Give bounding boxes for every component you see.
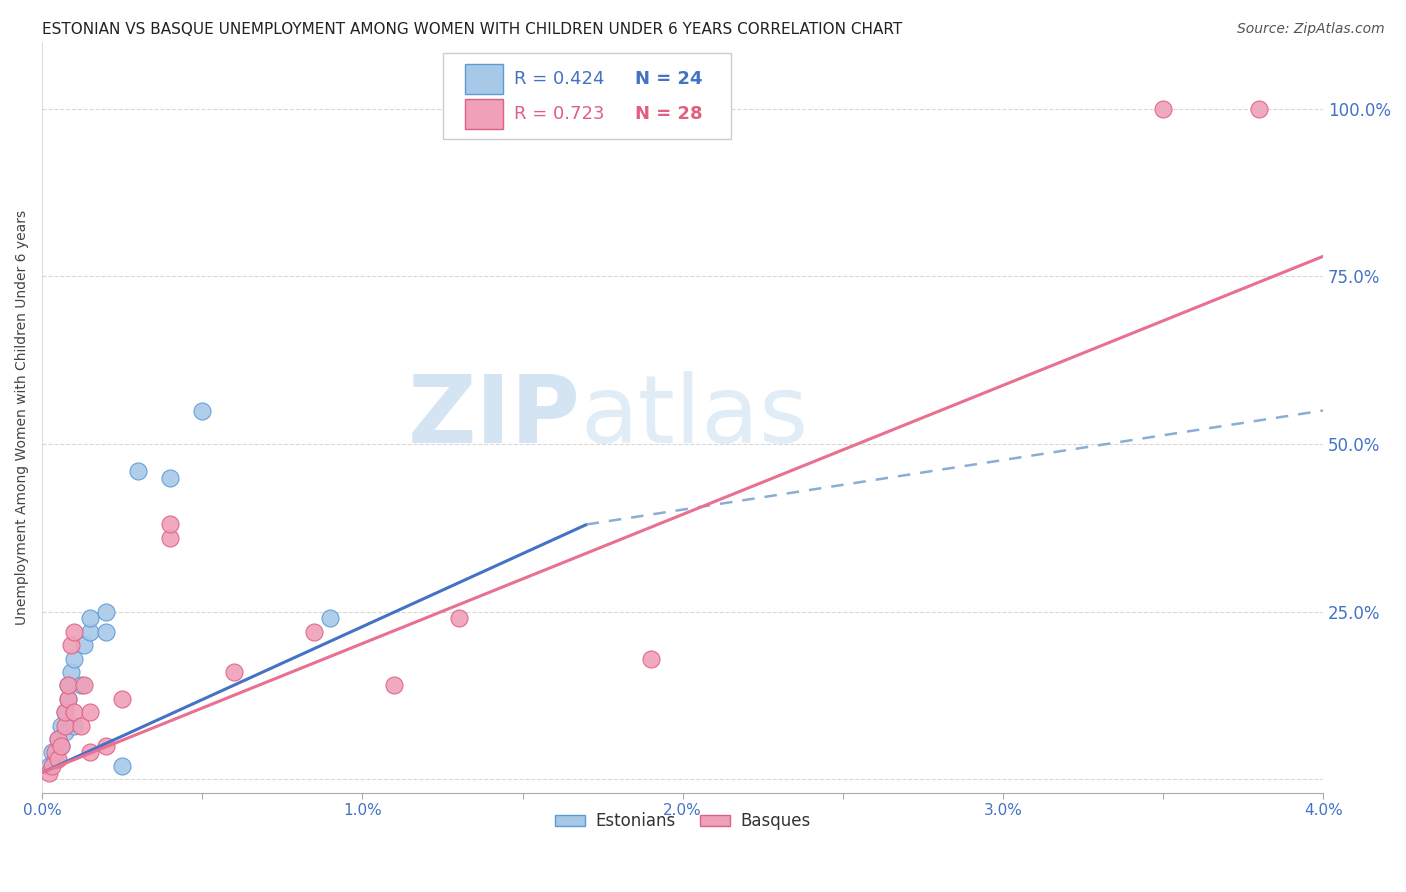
Point — [159, 517, 181, 532]
Text: atlas: atlas — [581, 371, 808, 463]
Point — [111, 759, 134, 773]
Text: ZIP: ZIP — [408, 371, 581, 463]
FancyBboxPatch shape — [465, 98, 503, 128]
Point — [46, 752, 69, 766]
Point — [41, 746, 63, 760]
Point — [60, 665, 83, 679]
Point — [51, 718, 73, 732]
Point — [69, 678, 91, 692]
Point — [60, 638, 83, 652]
Point — [79, 611, 101, 625]
Point — [56, 678, 79, 692]
Point — [159, 470, 181, 484]
Point — [96, 739, 118, 753]
Point — [63, 705, 86, 719]
FancyBboxPatch shape — [465, 64, 503, 94]
Y-axis label: Unemployment Among Women with Children Under 6 years: Unemployment Among Women with Children U… — [15, 210, 30, 624]
Point — [63, 624, 86, 639]
Point — [447, 611, 470, 625]
Point — [46, 731, 69, 746]
Point — [56, 691, 79, 706]
Point — [96, 624, 118, 639]
Point — [304, 624, 326, 639]
FancyBboxPatch shape — [443, 53, 731, 139]
Point — [56, 678, 79, 692]
Point — [127, 464, 149, 478]
Point — [96, 605, 118, 619]
Point — [44, 752, 66, 766]
Point — [56, 691, 79, 706]
Point — [44, 746, 66, 760]
Point — [53, 725, 76, 739]
Point — [51, 739, 73, 753]
Text: N = 28: N = 28 — [636, 104, 703, 122]
Point — [159, 531, 181, 545]
Point — [191, 403, 214, 417]
Point — [73, 638, 96, 652]
Point — [1249, 102, 1271, 116]
Point — [38, 759, 60, 773]
Point — [38, 765, 60, 780]
Point — [224, 665, 246, 679]
Point — [51, 739, 73, 753]
Text: Source: ZipAtlas.com: Source: ZipAtlas.com — [1237, 22, 1385, 37]
Point — [63, 718, 86, 732]
Point — [79, 746, 101, 760]
Point — [73, 678, 96, 692]
Point — [46, 731, 69, 746]
Point — [53, 705, 76, 719]
Point — [79, 624, 101, 639]
Point — [1152, 102, 1174, 116]
Point — [63, 651, 86, 665]
Point — [79, 705, 101, 719]
Point — [53, 705, 76, 719]
Point — [111, 691, 134, 706]
Point — [69, 718, 91, 732]
Text: R = 0.424: R = 0.424 — [513, 70, 605, 87]
Text: R = 0.723: R = 0.723 — [513, 104, 605, 122]
Point — [384, 678, 406, 692]
Point — [41, 759, 63, 773]
Text: ESTONIAN VS BASQUE UNEMPLOYMENT AMONG WOMEN WITH CHILDREN UNDER 6 YEARS CORRELAT: ESTONIAN VS BASQUE UNEMPLOYMENT AMONG WO… — [42, 22, 903, 37]
Point — [640, 651, 662, 665]
Point — [53, 718, 76, 732]
Text: N = 24: N = 24 — [636, 70, 703, 87]
Point — [319, 611, 342, 625]
Legend: Estonians, Basques: Estonians, Basques — [548, 805, 817, 837]
